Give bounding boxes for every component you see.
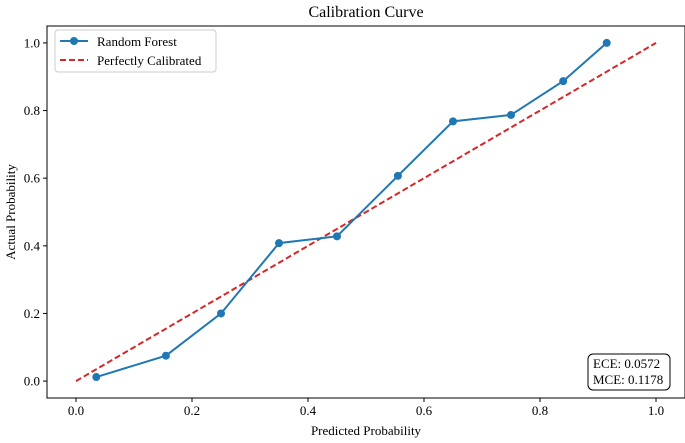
data-point-random-forest <box>333 232 341 240</box>
y-tick-label: 0.8 <box>24 103 40 118</box>
series-layer <box>76 39 656 381</box>
data-point-random-forest <box>507 111 515 119</box>
series-line-perfectly-calibrated <box>76 43 656 381</box>
legend-label-random-forest: Random Forest <box>97 34 177 49</box>
series-line-random-forest <box>96 43 606 377</box>
data-point-random-forest <box>449 117 457 125</box>
axes-layer: 0.0 0.2 0.4 0.6 0.8 1.0 0.0 0.2 0.4 0.6 0.8 1.0 <box>24 35 664 418</box>
calibration-chart: Calibration Curve 0.0 0.2 0.4 0.6 0.8 1.00.00… <box>0 0 685 443</box>
x-tick-label: 0.0 <box>68 403 84 418</box>
x-tick-label: 0.2 <box>184 403 200 418</box>
data-point-random-forest <box>394 172 402 180</box>
x-axis-label: Predicted Probability <box>311 423 422 438</box>
data-point-random-forest <box>559 77 567 85</box>
x-tick-label: 1.0 <box>648 403 664 418</box>
y-tick-label: 0.6 <box>24 171 41 186</box>
legend-label-perfectly-calibrated: Perfectly Calibrated <box>97 53 202 68</box>
data-point-random-forest <box>275 239 283 247</box>
y-tick-label: 1.0 <box>24 35 40 50</box>
mce-label: MCE: 0.1178 <box>593 372 663 387</box>
data-point-random-forest <box>162 352 170 360</box>
metrics-annotation: ECE: 0.0572 MCE: 0.1178 <box>588 354 670 390</box>
y-tick-label: 0.0 <box>24 374 40 389</box>
data-point-random-forest <box>217 309 225 317</box>
data-point-random-forest <box>603 39 611 47</box>
ece-label: ECE: 0.0572 <box>593 356 660 371</box>
y-tick-label: 0.4 <box>24 238 41 253</box>
y-axis-label: Actual Probability <box>3 164 18 260</box>
data-point-random-forest <box>92 373 100 381</box>
chart-title: Calibration Curve <box>308 4 423 21</box>
x-tick-label: 0.6 <box>416 403 433 418</box>
legend-marker-random-forest <box>70 37 78 45</box>
legend: Random Forest Perfectly Calibrated <box>55 30 216 72</box>
y-tick-label: 0.2 <box>24 306 40 321</box>
x-tick-label: 0.8 <box>532 403 548 418</box>
x-tick-label: 0.4 <box>300 403 317 418</box>
